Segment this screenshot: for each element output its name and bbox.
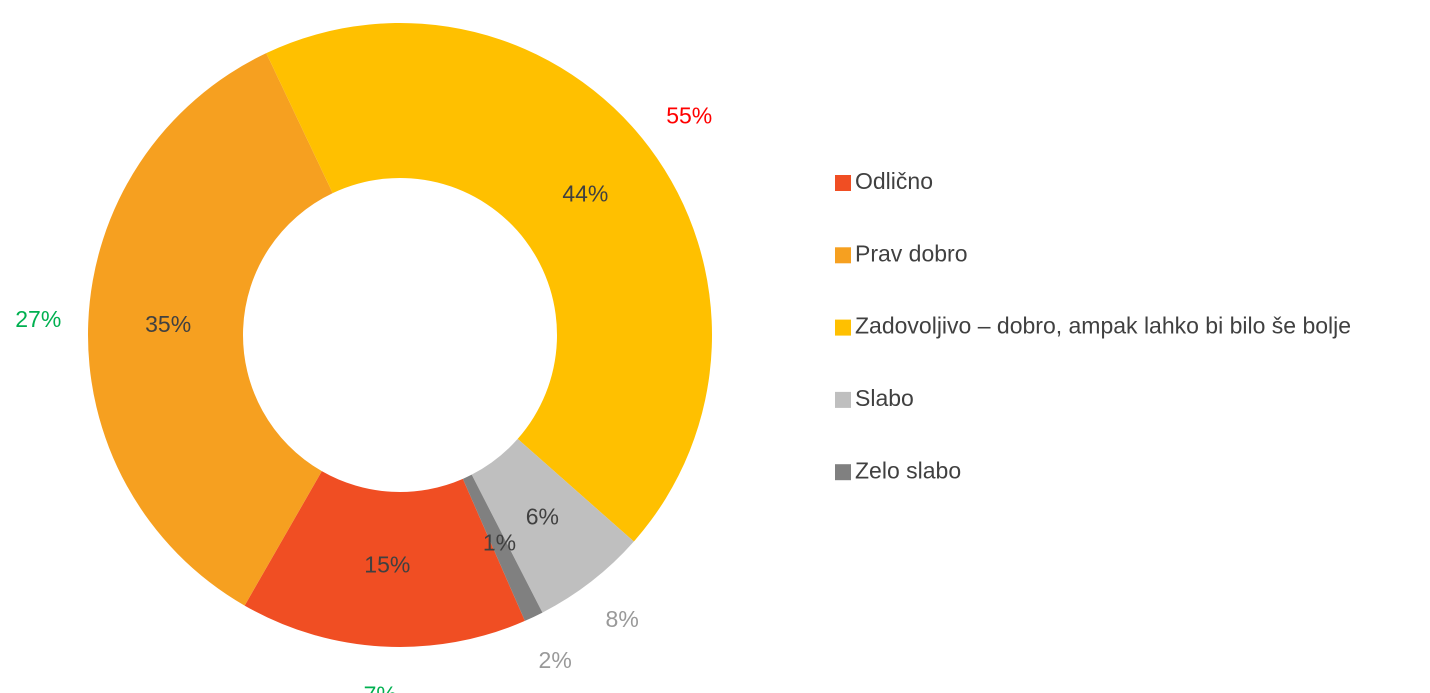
slice-label: 15% [364, 552, 410, 578]
slice-label: 44% [562, 181, 608, 207]
legend-swatch [835, 319, 851, 336]
slice-label: 1% [483, 530, 516, 556]
donut-slice [88, 53, 333, 606]
comparison-label: 7% [364, 682, 397, 693]
donut-slice [462, 474, 543, 621]
comparison-label: 8% [606, 606, 639, 632]
legend-swatch [835, 464, 851, 481]
comparison-label: 27% [15, 306, 61, 332]
comparison-label: 2% [539, 647, 572, 673]
legend-label: Odlično [855, 168, 933, 194]
legend-label: Zelo slabo [855, 457, 961, 483]
legend-swatch [835, 247, 851, 264]
legend-label: Zadovoljivo – dobro, ampak lahko bi bilo… [855, 313, 1351, 339]
legend-label: Prav dobro [855, 240, 968, 266]
legend-swatch [835, 391, 851, 408]
slice-label: 6% [526, 503, 559, 529]
donut-slice [266, 22, 713, 542]
comparison-label: 55% [666, 102, 712, 128]
legend-label: Slabo [855, 385, 914, 411]
donut-slice [244, 471, 525, 647]
slice-label: 35% [145, 311, 191, 337]
legend-swatch [835, 175, 851, 191]
donut-slice [471, 438, 634, 613]
